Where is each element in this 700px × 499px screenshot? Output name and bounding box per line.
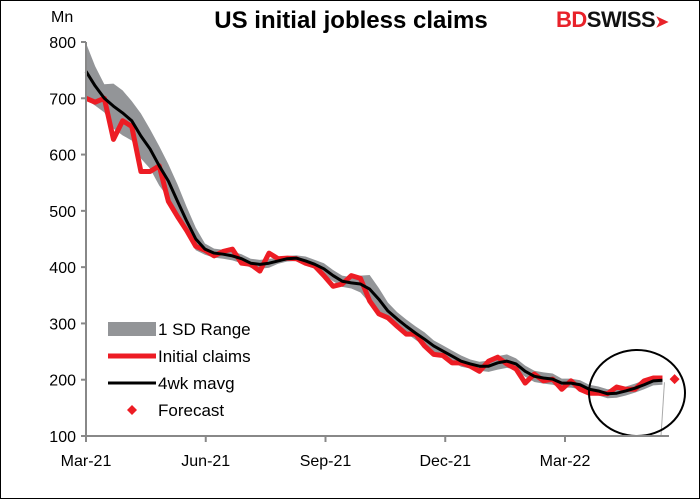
legend-swatch-forecast: [127, 405, 137, 415]
bdswiss-logo: BDSWISS➤: [556, 7, 669, 33]
annotation-leader-line: [660, 382, 665, 437]
swiss-cross-arrow-icon: ➤: [655, 14, 669, 31]
y-axis-unit: Mn: [51, 9, 74, 26]
y-tick-label: 300: [49, 316, 76, 333]
mavg-line: [84, 70, 663, 396]
y-tick-label: 400: [49, 260, 76, 277]
legend-label: Initial claims: [158, 347, 251, 366]
y-tick-label: 700: [49, 91, 76, 108]
legend-label: 1 SD Range: [158, 320, 251, 339]
initial-claims-line: [85, 95, 663, 397]
chart-title: US initial jobless claims: [214, 7, 488, 34]
legend-label: 4wk mavg: [158, 374, 235, 393]
y-tick-label: 200: [49, 373, 76, 390]
legend-swatch-band: [108, 322, 156, 336]
logo-part1: BD: [556, 7, 587, 32]
x-tick-label: Jun-21: [181, 453, 230, 470]
x-tick-label: Mar-22: [540, 453, 591, 470]
x-tick-label: Dec-21: [419, 453, 471, 470]
legend-label: Forecast: [158, 401, 224, 420]
x-tick-label: Mar-21: [61, 453, 112, 470]
sd-range-band: [86, 43, 663, 399]
x-tick-label: Sep-21: [300, 453, 352, 470]
y-tick-label: 600: [49, 148, 76, 165]
y-tick-label: 800: [49, 35, 76, 52]
logo-part2: SWISS: [586, 7, 656, 32]
forecast-marker: [669, 374, 680, 385]
y-tick-label: 500: [49, 204, 76, 221]
y-tick-label: 100: [49, 429, 76, 446]
